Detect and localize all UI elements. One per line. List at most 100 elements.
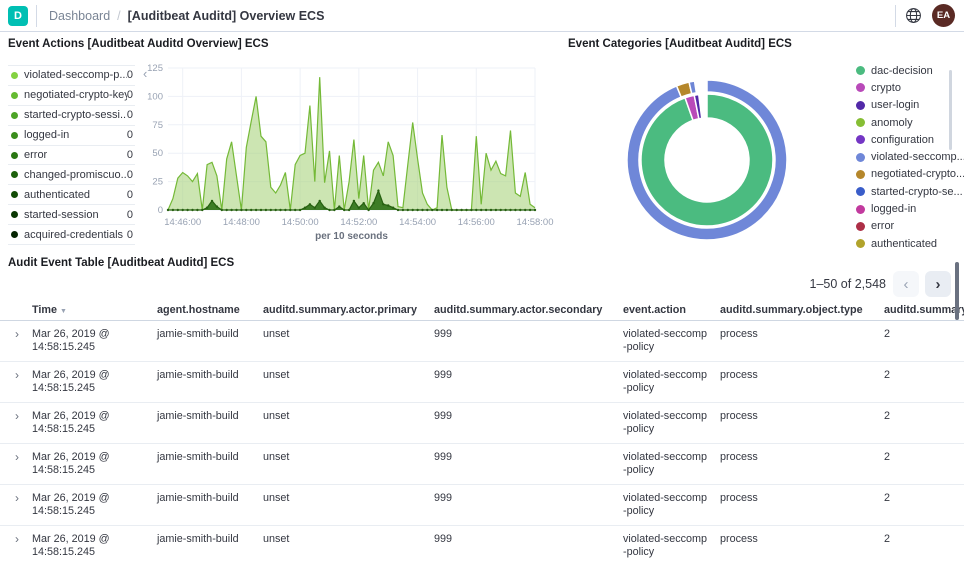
cell-hostname: jamie-smith-build [157,533,239,545]
legend-dot-icon [856,221,865,231]
legend-dot-icon [856,66,865,76]
legend-dot-icon [11,131,18,139]
cell-hostname: jamie-smith-build [157,410,239,422]
cell-actor-secondary: 999 [434,328,453,340]
table-scrollbar[interactable] [955,262,959,320]
legend-item[interactable]: crypto [856,79,964,96]
cell-event-action: violated-seccomp-policy [623,369,708,394]
user-avatar[interactable]: EA [932,4,955,27]
table-column-header[interactable]: auditd.summary.object.type [720,303,863,316]
cell-actor-primary: unset [263,451,290,463]
legend-dot-icon [11,171,18,179]
legend-item[interactable]: anomoly [856,114,964,131]
row-expand-icon[interactable]: › [15,327,19,341]
table-row: › Mar 26, 2019 @ 14:58:15.245 jamie-smith-… [0,362,964,403]
row-expand-icon[interactable]: › [15,532,19,546]
legend-item[interactable]: configuration [856,131,964,148]
legend-dot-icon [11,71,18,79]
event-actions-area-chart[interactable]: 0 25 50 75 100 125 14:46:00 14:48:00 14:50:00 14:… [138,58,560,244]
legend-label: authenticated [24,188,91,201]
legend-dot-icon [11,191,18,199]
legend-item[interactable]: logged-in 0 [8,124,135,145]
event-categories-legend: dac-decision crypto user-login anomoly confi… [856,62,964,252]
dashboard-logo[interactable]: D [8,5,28,26]
cell-actor-primary: unset [263,533,290,545]
legend-value: 0 [126,188,133,201]
donut-slice-violated-seccomp-policy[interactable] [626,79,788,241]
breadcrumb-current-page: [Auditbeat Auditd] Overview ECS [127,8,325,23]
cell-hostname: jamie-smith-build [157,328,239,340]
svg-text:75: 75 [152,120,163,131]
legend-item[interactable]: started-session 0 [8,204,135,224]
legend-label: anomoly [871,116,913,129]
cell-time: Mar 26, 2019 @ 14:58:15.245 [32,369,110,394]
row-expand-icon[interactable]: › [15,409,19,423]
donut-slice-dac-decision[interactable] [640,93,774,227]
cell-hostname: jamie-smith-build [157,369,239,381]
row-expand-icon[interactable]: › [15,450,19,464]
svg-text:14:46:00: 14:46:00 [164,217,201,228]
pagination-prev-button[interactable]: ‹ [893,271,919,297]
topbar-right: EA [887,2,964,30]
audit-table-panel-title: Audit Event Table [Auditbeat Auditd] ECS [8,257,235,269]
table-row: › Mar 26, 2019 @ 14:58:15.245 jamie-smith-… [0,321,964,362]
legend-item[interactable]: acquired-credentials 0 [8,224,135,246]
row-expand-icon[interactable]: › [15,491,19,505]
legend-item[interactable]: dac-decision [856,62,964,79]
legend-label: acquired-credentials [24,228,124,241]
table-column-header[interactable]: event.action [623,303,686,316]
table-column-header[interactable]: auditd.summary.actor.primary [263,303,418,316]
legend-item[interactable]: authenticated 0 [8,184,135,204]
event-actions-panel-title: Event Actions [Auditbeat Auditd Overview… [8,38,269,50]
cell-event-action: violated-seccomp-policy [623,492,708,517]
legend-item[interactable]: negotiated-crypto... [856,166,964,183]
pagination-next-button[interactable]: › [925,271,951,297]
globe-icon[interactable] [899,2,927,30]
cell-time: Mar 26, 2019 @ 14:58:15.245 [32,492,110,517]
cell-actor-secondary: 999 [434,410,453,422]
table-column-header[interactable]: agent.hostname [157,303,240,316]
legend-item[interactable]: violated-seccomp-p... 0 [8,65,135,85]
table-column-header[interactable]: auditd.summary.actor.secondary [434,303,603,316]
legend-item[interactable]: started-crypto-se... [856,183,964,200]
legend-item[interactable]: error 0 [8,144,135,165]
legend-item[interactable]: user-login [856,97,964,114]
legend-value: 0 [126,89,133,102]
legend-label: user-login [871,99,920,112]
legend-item[interactable]: error [856,218,964,235]
cell-hostname: jamie-smith-build [157,492,239,504]
legend-item[interactable]: negotiated-crypto-key 0 [8,84,135,105]
breadcrumb: Dashboard / [Auditbeat Auditd] Overview … [49,9,324,23]
legend-label: negotiated-crypto-key [24,89,127,102]
cell-hostname: jamie-smith-build [157,451,239,463]
legend-item[interactable]: violated-seccomp... [856,148,964,165]
legend-item[interactable]: logged-in [856,200,964,217]
legend-item[interactable]: authenticated [856,235,964,252]
legend-value: 0 [126,168,133,181]
legend-label: crypto [871,81,901,94]
pagination-range: 1–50 of 2,548 [809,277,886,291]
table-row: › Mar 26, 2019 @ 14:58:15.245 jamie-smith-… [0,444,964,485]
row-expand-icon[interactable]: › [15,368,19,382]
event-categories-donut-chart[interactable] [625,78,789,242]
legend-item[interactable]: started-crypto-sessi... 0 [8,104,135,125]
legend-scrollbar[interactable] [949,70,952,150]
legend-label: violated-seccomp... [871,151,964,164]
cell-actor-primary: unset [263,328,290,340]
topbar-divider [36,4,37,27]
cell-summary: 2 [884,533,891,545]
legend-item[interactable]: changed-promiscuo... 0 [8,164,135,184]
legend-collapse-icon[interactable]: ‹ [143,66,148,81]
table-column-header[interactable]: auditd.summary [884,303,964,316]
breadcrumb-dashboard[interactable]: Dashboard [49,8,111,23]
svg-text:0: 0 [158,205,163,216]
table-column-header[interactable]: Time ▼ [32,303,67,316]
sort-desc-icon[interactable]: ▼ [60,307,67,315]
donut-slice-started-crypto-session[interactable] [688,80,698,95]
donut-slice-user-login[interactable] [693,93,703,120]
cell-event-action: violated-seccomp-policy [623,533,708,558]
legend-dot-icon [856,118,865,128]
svg-text:100: 100 [147,91,163,102]
cell-time: Mar 26, 2019 @ 14:58:15.245 [32,328,110,353]
